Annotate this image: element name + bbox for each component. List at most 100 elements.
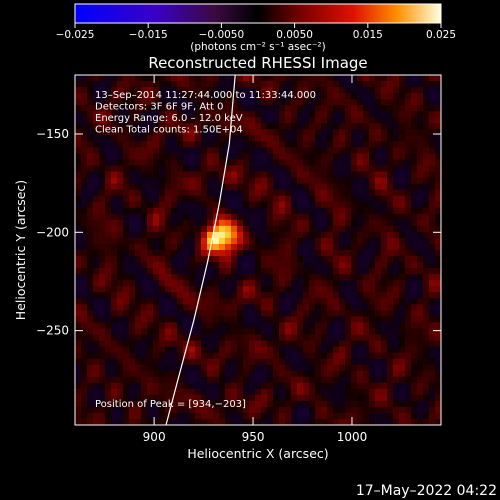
- heatmap-cell: [285, 316, 292, 323]
- heatmap-cell: [141, 75, 148, 82]
- heatmap-cell: [363, 135, 370, 142]
- heatmap-cell: [309, 159, 316, 167]
- heatmap-cell: [93, 388, 100, 396]
- heatmap-cell: [123, 418, 130, 425]
- heatmap-cell: [81, 81, 88, 88]
- heatmap-cell: [147, 171, 154, 179]
- heatmap-cell: [225, 268, 232, 275]
- heatmap-cell: [183, 250, 190, 257]
- heatmap-cell: [249, 219, 256, 227]
- heatmap-cell: [429, 129, 436, 136]
- heatmap-cell: [249, 183, 256, 191]
- heatmap-cell: [333, 412, 340, 420]
- heatmap-cell: [315, 382, 322, 390]
- heatmap-cell: [183, 256, 190, 263]
- heatmap-cell: [183, 358, 190, 366]
- heatmap-cell: [153, 159, 160, 167]
- heatmap-cell: [237, 189, 244, 197]
- heatmap-cell: [423, 358, 430, 366]
- heatmap-cell: [225, 177, 232, 185]
- heatmap-cell: [291, 268, 298, 275]
- heatmap-cell: [93, 376, 100, 384]
- heatmap-cell: [129, 171, 136, 179]
- heatmap-cell: [201, 75, 208, 82]
- heatmap-cell: [105, 328, 112, 335]
- heatmap-cell: [249, 195, 256, 203]
- heatmap-cell: [111, 388, 118, 396]
- heatmap-cell: [411, 237, 418, 245]
- heatmap-cell: [195, 340, 202, 348]
- heatmap-cell: [417, 135, 424, 142]
- heatmap-cell: [93, 189, 100, 197]
- heatmap-cell: [243, 334, 250, 342]
- heatmap-cell: [327, 418, 334, 425]
- heatmap-cell: [237, 292, 244, 299]
- heatmap-cell: [189, 316, 196, 323]
- heatmap-cell: [129, 135, 136, 142]
- heatmap-cell: [393, 262, 400, 269]
- heatmap-cell: [147, 111, 154, 118]
- heatmap-cell: [405, 159, 412, 167]
- heatmap-cell: [363, 105, 370, 112]
- heatmap-cell: [291, 304, 298, 311]
- heatmap-cell: [261, 237, 268, 245]
- heatmap-cell: [255, 274, 262, 281]
- heatmap-cell: [177, 412, 184, 420]
- heatmap-cell: [99, 243, 106, 251]
- heatmap-cell: [81, 129, 88, 136]
- heatmap-cell: [255, 111, 262, 118]
- heatmap-cell: [327, 364, 334, 372]
- heatmap-cell: [363, 213, 370, 221]
- heatmap-cell: [429, 111, 436, 118]
- heatmap-cell: [243, 117, 250, 124]
- heatmap-cell: [333, 183, 340, 191]
- heatmap-cell: [231, 400, 238, 408]
- heatmap-image: [75, 75, 441, 425]
- heatmap-cell: [363, 129, 370, 136]
- heatmap-cell: [207, 358, 214, 366]
- heatmap-cell: [171, 376, 178, 384]
- heatmap-cell: [411, 268, 418, 275]
- heatmap-cell: [255, 225, 262, 233]
- heatmap-cell: [297, 322, 304, 329]
- heatmap-cell: [435, 358, 441, 366]
- heatmap-cell: [387, 237, 394, 245]
- heatmap-cell: [255, 250, 262, 257]
- heatmap-cell: [213, 316, 220, 323]
- heatmap-cell: [255, 358, 262, 366]
- heatmap-cell: [231, 177, 238, 185]
- heatmap-cell: [273, 250, 280, 257]
- heatmap-cell: [387, 334, 394, 342]
- heatmap-cell: [117, 274, 124, 281]
- heatmap-cell: [165, 280, 172, 287]
- heatmap-cell: [159, 225, 166, 233]
- heatmap-cell: [87, 225, 94, 233]
- heatmap-cell: [243, 406, 250, 414]
- heatmap-cell: [159, 316, 166, 323]
- heatmap-cell: [147, 93, 154, 100]
- heatmap-cell: [195, 135, 202, 142]
- heatmap-cell: [285, 141, 292, 148]
- heatmap-cell: [387, 250, 394, 257]
- heatmap-cell: [393, 237, 400, 245]
- heatmap-cell: [81, 262, 88, 269]
- heatmap-cell: [237, 340, 244, 348]
- heatmap-cell: [297, 141, 304, 148]
- heatmap-cell: [87, 75, 94, 82]
- heatmap-cell: [87, 183, 94, 191]
- heatmap-cell: [231, 153, 238, 160]
- heatmap-cell: [429, 207, 436, 215]
- heatmap-cell: [249, 111, 256, 118]
- heatmap-cell: [321, 159, 328, 167]
- heatmap-cell: [195, 87, 202, 94]
- heatmap-cell: [177, 201, 184, 209]
- heatmap-cell: [195, 292, 202, 299]
- heatmap-cell: [75, 328, 82, 335]
- heatmap-cell: [219, 316, 226, 323]
- heatmap-cell: [309, 225, 316, 233]
- heatmap-cell: [237, 87, 244, 94]
- heatmap-cell: [333, 81, 340, 88]
- heatmap-cell: [327, 352, 334, 360]
- heatmap-cell: [285, 183, 292, 191]
- heatmap-cell: [387, 201, 394, 209]
